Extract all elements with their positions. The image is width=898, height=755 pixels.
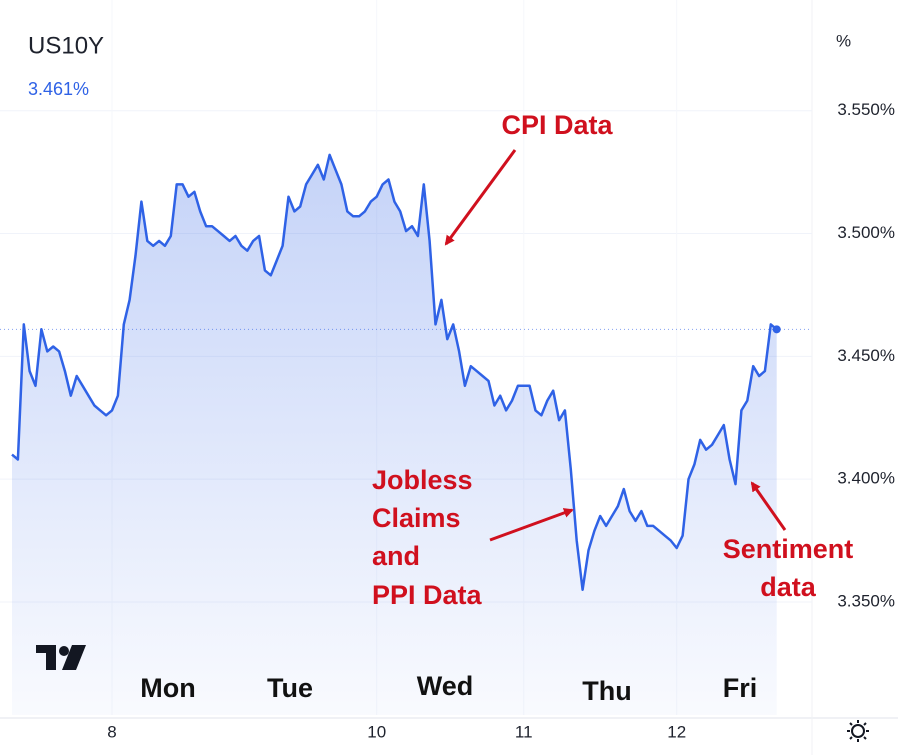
settings-icon[interactable]	[847, 720, 869, 742]
y-tick-label: 3.500%	[837, 223, 895, 242]
y-tick-label: 3.400%	[837, 469, 895, 488]
arrow	[750, 481, 787, 531]
price-label: 3.461%	[28, 79, 89, 99]
annotation: data	[760, 572, 817, 602]
day-label: Fri	[723, 673, 758, 703]
plot	[0, 110, 812, 715]
annotation: Claims	[372, 503, 461, 533]
x-tick-label: 8	[107, 722, 116, 741]
chart-title: US10Y	[28, 32, 104, 59]
day-label: Wed	[417, 671, 474, 701]
annotation: and	[372, 541, 420, 571]
y-tick-label: 3.350%	[837, 591, 895, 610]
arrow	[489, 508, 574, 542]
y-unit: %	[836, 31, 851, 50]
x-tick-label: 11	[515, 722, 533, 741]
annotation: CPI Data	[501, 110, 613, 140]
annotation: Sentiment	[723, 534, 854, 564]
y-tick-label: 3.450%	[837, 346, 895, 365]
day-label: Tue	[267, 673, 313, 703]
day-label: Mon	[140, 673, 195, 703]
y-tick-label: 3.550%	[837, 100, 895, 119]
last-point	[772, 325, 781, 334]
x-tick-label: 12	[667, 722, 686, 741]
arrow	[444, 149, 517, 246]
annotation: PPI Data	[372, 580, 483, 610]
line	[11, 153, 778, 591]
day-label: Thu	[582, 676, 631, 706]
x-tick-label: 10	[367, 722, 386, 741]
annotation: Jobless	[372, 465, 473, 495]
logo	[36, 645, 86, 670]
